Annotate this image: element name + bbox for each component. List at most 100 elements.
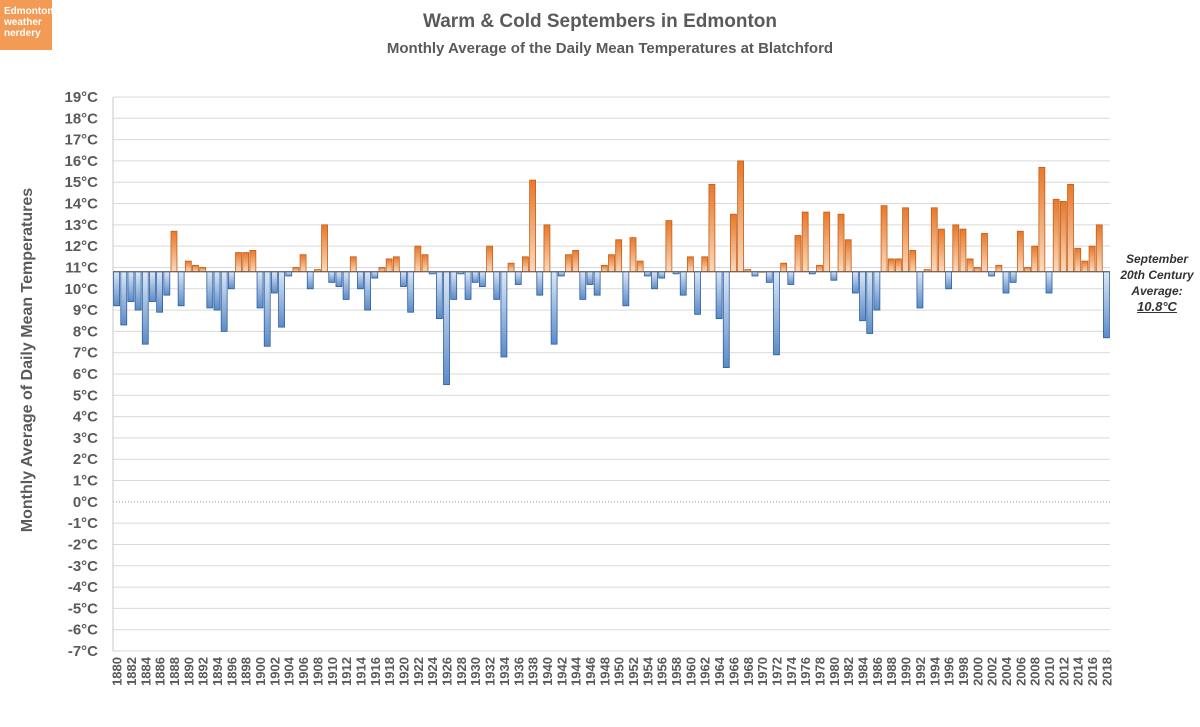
- bar-2017: [1095, 224, 1103, 273]
- x-tick-label: 1886: [153, 657, 168, 686]
- x-tick-label: 2010: [1042, 657, 1057, 686]
- x-tick-label: 1954: [640, 656, 655, 686]
- bar-1880: [113, 271, 120, 307]
- bar-1979: [823, 211, 831, 273]
- x-tick-label: 1888: [167, 657, 182, 686]
- bar-2002: [988, 271, 996, 277]
- x-tick-label: 1898: [239, 657, 254, 686]
- bar-1933: [493, 271, 501, 300]
- x-tick-label: 1998: [956, 657, 971, 686]
- average-annotation: September 20th Century Average: 10.8°C: [1114, 251, 1200, 315]
- bar-1986: [873, 271, 881, 311]
- x-tick-label: 1942: [554, 657, 569, 686]
- bar-1990: [902, 207, 909, 273]
- y-tick-label: 0°C: [73, 494, 98, 511]
- x-tick-label: 1914: [353, 656, 368, 686]
- bar-1898: [242, 252, 250, 273]
- y-tick-label: 17°C: [64, 132, 98, 149]
- x-tick-label: 1974: [784, 656, 799, 686]
- x-tick-label: 1904: [282, 656, 297, 686]
- bar-1902: [270, 271, 278, 294]
- bar-1998: [959, 228, 967, 273]
- bar-1980: [830, 271, 838, 281]
- bar-1912: [342, 271, 350, 300]
- x-tick-label: 1968: [741, 657, 756, 686]
- x-tick-label: 1920: [396, 657, 411, 686]
- x-tick-label: 1900: [253, 657, 268, 686]
- y-tick-label: -5°C: [68, 600, 98, 617]
- badge-line-1: Edmonton: [4, 6, 54, 17]
- y-tick-label: -2°C: [68, 536, 98, 553]
- bar-1989: [895, 258, 902, 273]
- bar-1937: [522, 256, 529, 273]
- bar-1952: [629, 237, 637, 273]
- x-tick-label: 2012: [1056, 657, 1071, 686]
- x-tick-label: 1906: [296, 657, 311, 686]
- bar-1923: [421, 254, 429, 273]
- bar-2007: [1024, 267, 1031, 273]
- chart-title: Warm & Cold Septembers in Edmonton: [423, 11, 777, 32]
- bar-1947: [593, 271, 601, 296]
- bar-2014: [1074, 247, 1082, 273]
- bar-1883: [134, 271, 142, 311]
- y-tick-label: 10°C: [64, 281, 98, 298]
- bar-1992: [916, 271, 924, 309]
- y-tick-label: 15°C: [64, 174, 98, 191]
- x-tick-label: 1944: [569, 656, 584, 686]
- x-tick-label: 1930: [468, 657, 483, 686]
- bar-1974: [787, 271, 795, 285]
- bar-1940: [543, 224, 551, 273]
- bar-2000: [973, 267, 981, 273]
- bar-1991: [909, 250, 917, 273]
- bar-1950: [615, 239, 623, 273]
- bar-1918: [385, 258, 393, 273]
- bar-1942: [557, 271, 565, 277]
- bar-1963: [708, 183, 716, 273]
- bar-1930: [471, 271, 479, 283]
- x-tick-label: 1982: [841, 657, 856, 686]
- bar-1984: [859, 271, 866, 322]
- bar-1914: [357, 271, 364, 290]
- x-tick-label: 2000: [970, 657, 985, 686]
- x-tick-label: 1940: [540, 657, 555, 686]
- bar-1972: [773, 271, 780, 356]
- bar-1988: [887, 258, 895, 273]
- x-tick-label: 2004: [999, 656, 1014, 686]
- x-tick-label: 1948: [597, 657, 612, 686]
- bar-1964: [715, 271, 723, 320]
- bar-1985: [866, 271, 874, 334]
- x-tick-label: 1994: [927, 656, 942, 686]
- bar-1896: [227, 271, 235, 290]
- bar-1960: [687, 256, 694, 273]
- bar-1982: [844, 239, 852, 273]
- x-tick-label: 1956: [655, 657, 670, 686]
- x-tick-label: 1960: [683, 657, 698, 686]
- chart-subtitle: Monthly Average of the Daily Mean Temper…: [386, 40, 834, 57]
- bar-2006: [1016, 230, 1024, 273]
- x-tick-label: 1966: [726, 657, 741, 686]
- x-tick-label: 2002: [985, 657, 1000, 686]
- bar-1959: [679, 271, 687, 296]
- y-tick-label: 1°C: [73, 473, 98, 490]
- y-tick-label: 16°C: [64, 153, 98, 170]
- bar-1956: [658, 271, 666, 279]
- bar-1927: [450, 271, 458, 300]
- bar-1973: [780, 262, 788, 273]
- x-tick-label: 1922: [411, 657, 426, 686]
- badge-line-2: weather: [4, 17, 42, 28]
- bar-1888: [170, 230, 178, 273]
- bar-1887: [163, 271, 171, 296]
- x-tick-label: 1912: [339, 657, 354, 686]
- y-tick-label: 9°C: [73, 302, 98, 319]
- bar-1892: [199, 267, 207, 273]
- y-tick-label: 14°C: [64, 196, 98, 213]
- x-tick-label: 2008: [1028, 657, 1043, 686]
- bar-1955: [651, 271, 658, 290]
- x-tick-label: 1882: [124, 657, 139, 686]
- y-tick-label: -6°C: [68, 622, 98, 639]
- average-annotation-line-2: 20th Century: [1120, 268, 1194, 282]
- y-tick-label: 2°C: [73, 451, 98, 468]
- y-tick-label: 13°C: [64, 217, 98, 234]
- bar-1903: [278, 271, 285, 328]
- bar-1948: [600, 264, 608, 273]
